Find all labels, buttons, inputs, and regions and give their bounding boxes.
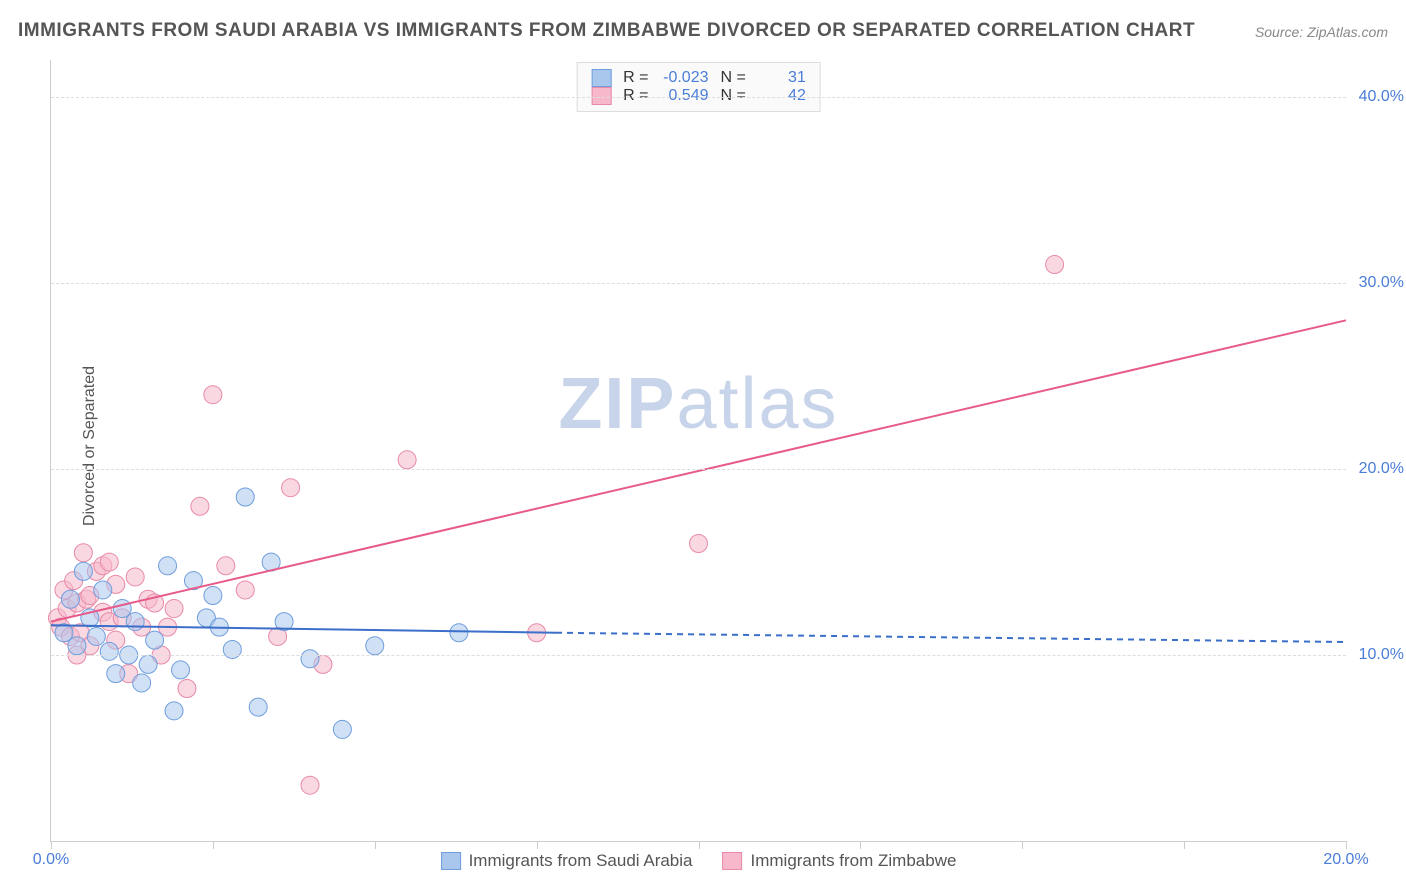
data-point [100, 553, 118, 571]
data-point [126, 568, 144, 586]
gridline [51, 469, 1346, 470]
x-tick [51, 841, 52, 849]
data-point [146, 631, 164, 649]
data-point [165, 600, 183, 618]
source-label: Source: [1255, 24, 1303, 40]
y-tick-label: 30.0% [1359, 274, 1404, 292]
source-attribution: Source: ZipAtlas.com [1255, 24, 1388, 40]
data-point [133, 674, 151, 692]
data-point [249, 698, 267, 716]
data-point [139, 655, 157, 673]
swatch-a-icon [441, 852, 461, 870]
data-point [87, 627, 105, 645]
gridline [51, 655, 1346, 656]
y-tick-label: 20.0% [1359, 460, 1404, 478]
x-tick [1184, 841, 1185, 849]
source-value: ZipAtlas.com [1307, 24, 1388, 40]
data-point [172, 661, 190, 679]
data-point [301, 776, 319, 794]
data-point [204, 386, 222, 404]
series-legend: Immigrants from Saudi Arabia Immigrants … [441, 851, 957, 871]
x-tick-label: 0.0% [33, 851, 69, 869]
data-point [165, 702, 183, 720]
data-point [366, 637, 384, 655]
data-point [68, 637, 86, 655]
legend-item-a: Immigrants from Saudi Arabia [441, 851, 693, 871]
data-point [398, 451, 416, 469]
legend-item-b: Immigrants from Zimbabwe [722, 851, 956, 871]
chart-title: IMMIGRANTS FROM SAUDI ARABIA VS IMMIGRAN… [18, 20, 1195, 42]
y-tick-label: 10.0% [1359, 646, 1404, 664]
x-tick [860, 841, 861, 849]
data-point [126, 613, 144, 631]
x-tick [1346, 841, 1347, 849]
legend-label-b: Immigrants from Zimbabwe [750, 851, 956, 871]
data-point [107, 665, 125, 683]
data-point [236, 488, 254, 506]
x-tick [537, 841, 538, 849]
gridline [51, 97, 1346, 98]
x-tick [213, 841, 214, 849]
data-point [1046, 256, 1064, 274]
x-tick-label: 20.0% [1323, 851, 1368, 869]
data-point [690, 534, 708, 552]
trend-line [51, 320, 1346, 621]
data-point [191, 497, 209, 515]
plot-area: ZIPatlas R = -0.023 N = 31 R = 0.549 N =… [50, 60, 1346, 842]
trend-line [556, 633, 1346, 642]
data-point [282, 479, 300, 497]
data-point [301, 650, 319, 668]
data-point [159, 557, 177, 575]
trend-line [51, 625, 556, 632]
x-tick [375, 841, 376, 849]
data-point [74, 544, 92, 562]
data-point [74, 562, 92, 580]
scatter-svg [51, 60, 1346, 841]
data-point [236, 581, 254, 599]
data-point [450, 624, 468, 642]
x-tick [699, 841, 700, 849]
gridline [51, 283, 1346, 284]
data-point [333, 720, 351, 738]
swatch-b-icon [722, 852, 742, 870]
data-point [217, 557, 235, 575]
data-point [204, 587, 222, 605]
data-point [178, 680, 196, 698]
data-point [100, 642, 118, 660]
legend-label-a: Immigrants from Saudi Arabia [469, 851, 693, 871]
data-point [61, 590, 79, 608]
data-point [94, 581, 112, 599]
x-tick [1022, 841, 1023, 849]
y-tick-label: 40.0% [1359, 88, 1404, 106]
